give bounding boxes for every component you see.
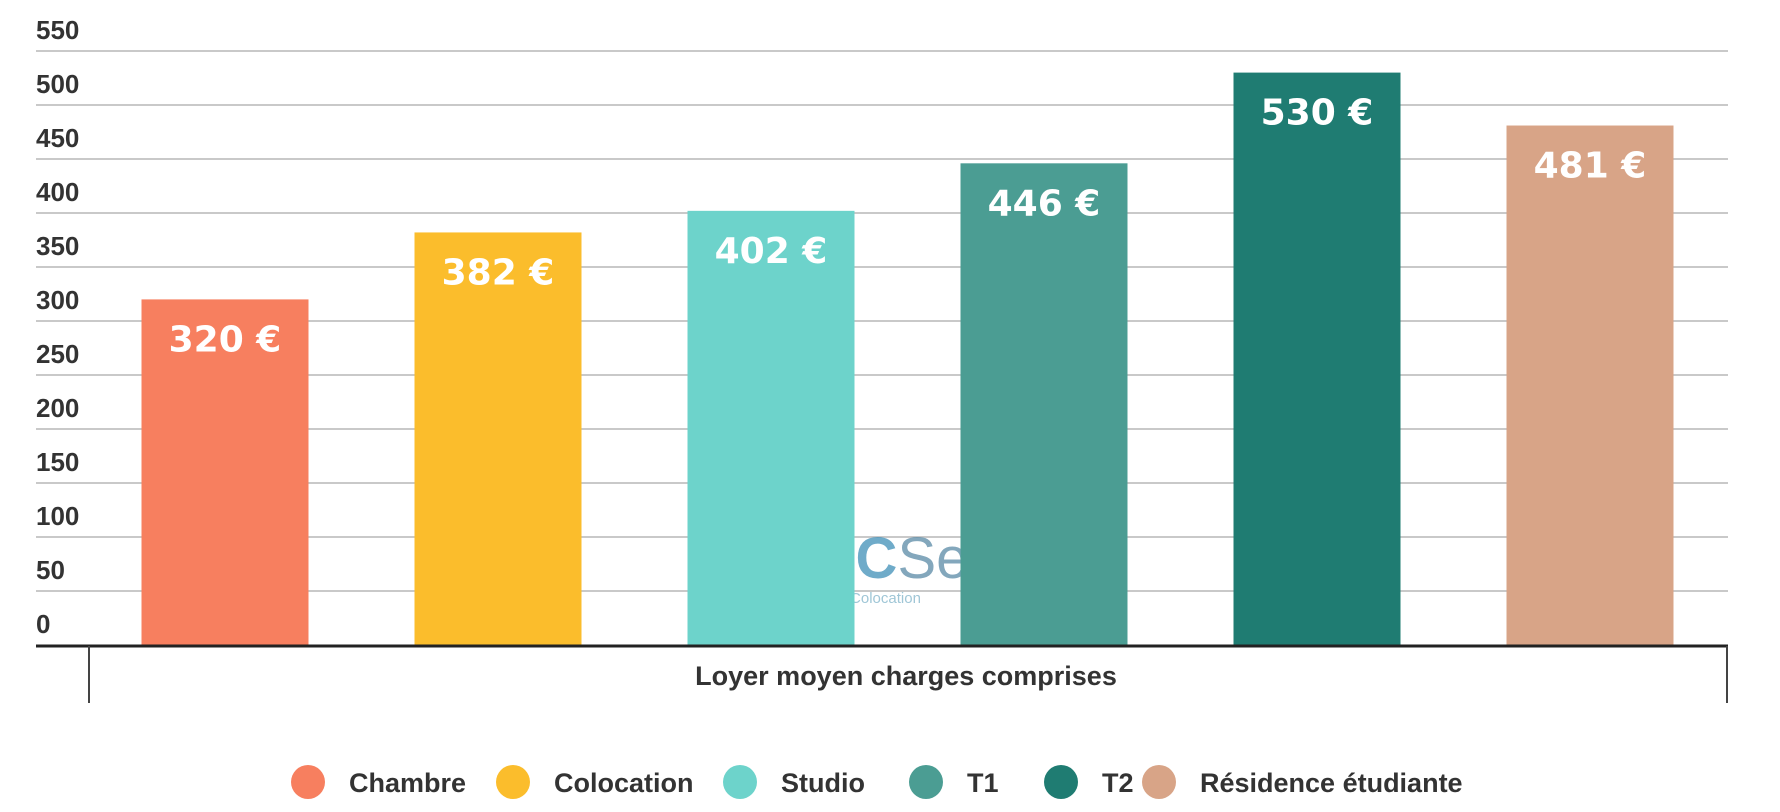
bar-value-label: 320 €: [169, 319, 282, 360]
legend-label: Studio: [781, 768, 865, 798]
y-tick-label: 300: [36, 285, 79, 315]
y-tick-label: 0: [36, 609, 50, 639]
legend-label: Chambre: [349, 768, 466, 798]
legend-marker: [909, 765, 943, 799]
legend-marker: [1044, 765, 1078, 799]
bar: [1233, 72, 1401, 646]
y-tick-label: 150: [36, 447, 79, 477]
bar: [1506, 125, 1674, 645]
bars: [141, 72, 1674, 646]
legend-label: Colocation: [554, 768, 694, 798]
legend-label: Résidence étudiante: [1200, 768, 1463, 798]
bar-value-label: 530 €: [1261, 93, 1374, 134]
y-tick-label: 450: [36, 123, 79, 153]
legend-item: Studio: [723, 765, 865, 799]
legend-item: Chambre: [291, 765, 466, 799]
y-tick-label: 550: [36, 15, 79, 45]
y-tick-label: 500: [36, 69, 79, 99]
legend-item: Colocation: [496, 765, 694, 799]
legend-label: T2: [1102, 768, 1134, 798]
legend-marker: [723, 765, 757, 799]
y-axis-tick-labels: 0 50 100 150 200 250 300 350 400 450 500 550: [36, 15, 79, 639]
bar-value-label: 446 €: [988, 183, 1101, 224]
y-tick-label: 250: [36, 339, 79, 369]
bar-value-labels: 320 € 382 € 402 € 446 € 530 € 481 €: [169, 93, 1647, 361]
bar-value-label: 382 €: [442, 252, 555, 293]
x-axis: Loyer moyen charges comprises: [36, 644, 1728, 703]
y-tick-label: 400: [36, 177, 79, 207]
bar: [960, 163, 1128, 645]
x-axis-title: Loyer moyen charges comprises: [695, 661, 1117, 691]
y-tick-label: 350: [36, 231, 79, 261]
legend: Chambre Colocation Studio T1 T2 Résidence étu…: [291, 765, 1463, 799]
bar: [141, 299, 309, 645]
legend-item: T2: [1044, 765, 1134, 799]
legend-label: T1: [967, 768, 999, 798]
y-tick-label: 200: [36, 393, 79, 423]
bar: [687, 210, 855, 645]
y-tick-label: 50: [36, 555, 65, 585]
legend-marker: [291, 765, 325, 799]
legend-item: Résidence étudiante: [1142, 765, 1463, 799]
legend-marker: [496, 765, 530, 799]
gridlines: [36, 50, 1728, 592]
bar-value-label: 402 €: [715, 231, 828, 272]
legend-item: T1: [909, 765, 999, 799]
bar-value-label: 481 €: [1534, 146, 1647, 187]
bar: [414, 232, 582, 645]
y-tick-label: 100: [36, 501, 79, 531]
legend-marker: [1142, 765, 1176, 799]
